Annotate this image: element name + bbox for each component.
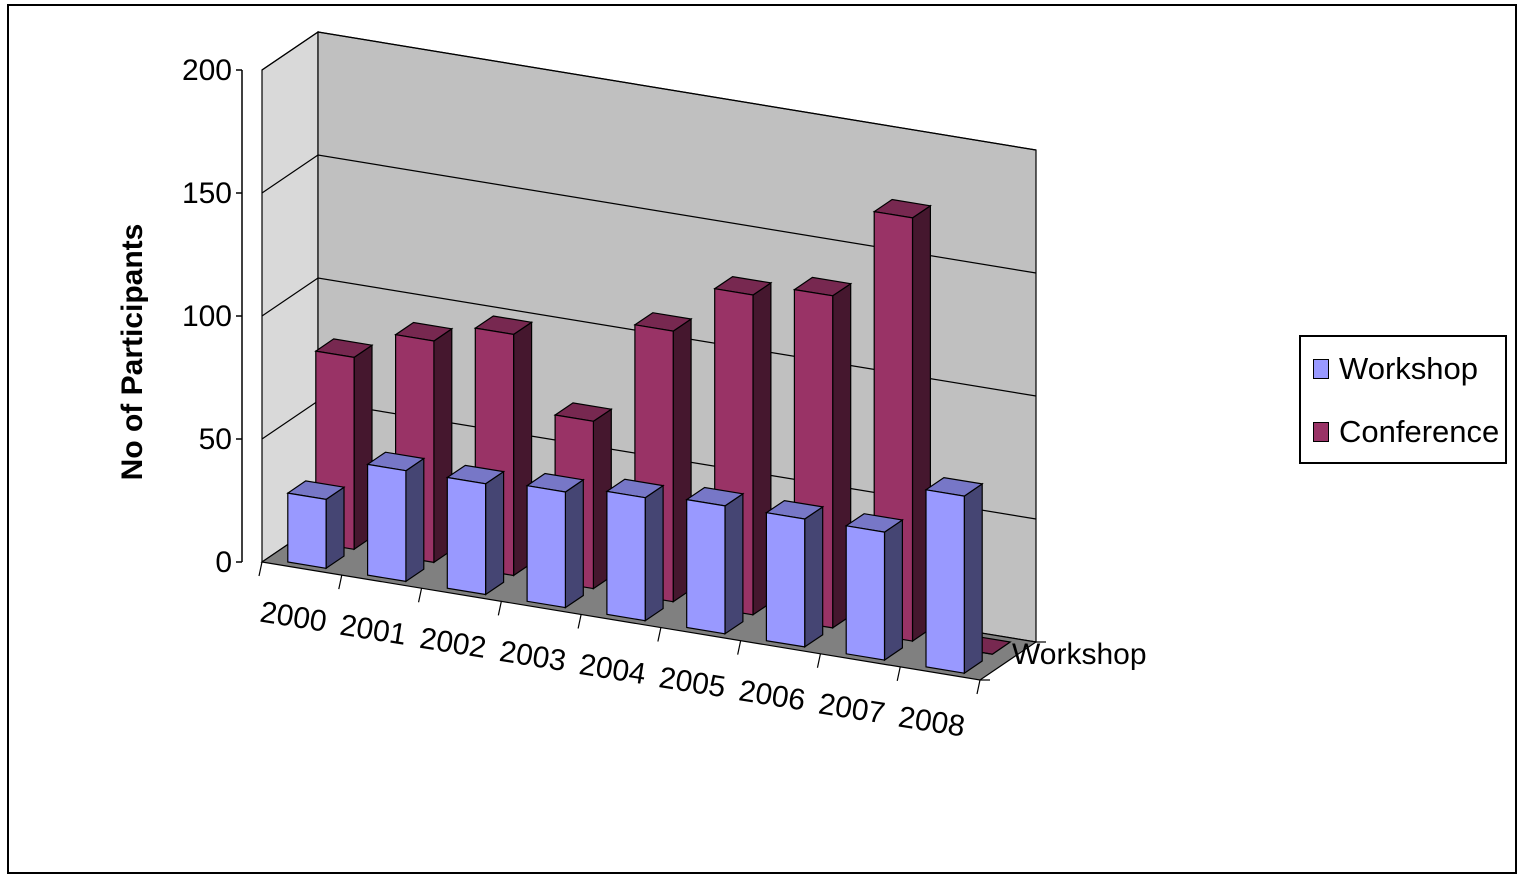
x-tick: [976, 679, 981, 695]
legend-item-workshop: Workshop: [1313, 349, 1478, 389]
x-tick-label: 2004: [577, 648, 648, 691]
x-tick: [417, 588, 423, 603]
bar-workshop-2005: [685, 486, 745, 635]
y-axis-title: No of Participants: [116, 224, 149, 481]
x-tick: [258, 561, 263, 577]
bar-workshop-2007: [844, 513, 904, 662]
y-tick-label: 150: [182, 177, 232, 210]
legend-swatch-workshop: [1313, 359, 1329, 379]
x-tick: [816, 653, 822, 668]
x-tick-label: 2008: [896, 701, 967, 744]
legend-label-conference: Conference: [1339, 414, 1500, 449]
depth-axis-label: Workshop: [1012, 638, 1147, 671]
x-tick-label: 2001: [338, 609, 409, 652]
legend-item-conference: Conference: [1313, 412, 1499, 452]
x-tick-label: 2002: [417, 622, 488, 665]
x-tick-label: 2000: [258, 596, 329, 639]
legend-swatch-conference: [1313, 422, 1329, 442]
bar-workshop-2006: [764, 499, 825, 649]
x-tick-label: 2006: [736, 674, 807, 717]
x-tick: [657, 627, 662, 642]
gridline: [261, 31, 1037, 151]
legend-label-workshop: Workshop: [1339, 351, 1478, 386]
x-tick-label: 2007: [816, 687, 887, 730]
x-tick: [338, 574, 343, 590]
y-tick-label: 50: [199, 423, 232, 456]
chart-bars: [286, 198, 1012, 675]
gridline: [261, 154, 1037, 274]
legend: Workshop Conference: [1299, 335, 1507, 464]
y-tick-label: 100: [182, 300, 232, 333]
bar-workshop-2001: [366, 451, 426, 583]
x-tick-label: 2005: [657, 661, 728, 704]
bar-workshop-2004: [605, 478, 665, 622]
x-tick: [497, 601, 502, 616]
bar-workshop-2000: [286, 480, 346, 570]
x-tick: [737, 640, 742, 655]
x-tick: [577, 614, 582, 629]
bar-workshop-2002: [445, 464, 506, 596]
x-tick: [896, 666, 901, 682]
bar-workshop-2008: [924, 476, 984, 675]
y-tick-label: 200: [182, 54, 232, 87]
chart-axes: [236, 69, 1046, 695]
x-tick-label: 2003: [497, 635, 568, 678]
y-tick-label: 0: [215, 546, 232, 579]
bar-workshop-2003: [525, 472, 585, 609]
